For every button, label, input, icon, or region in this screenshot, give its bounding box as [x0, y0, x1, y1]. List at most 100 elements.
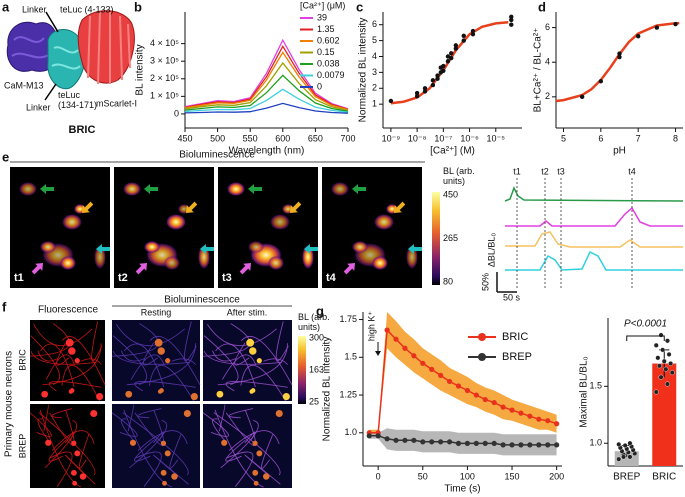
legend-label: 0.15	[317, 47, 335, 57]
x-tick-label: BREP	[613, 472, 641, 483]
soma	[159, 388, 164, 393]
x-tick-label: 8	[673, 133, 678, 143]
neurite	[240, 364, 286, 402]
arrow	[96, 244, 110, 254]
point	[616, 441, 622, 447]
error-band	[369, 312, 557, 436]
point	[446, 439, 453, 445]
annotation: high K⁺	[366, 311, 376, 342]
x-tick-label: 450	[177, 133, 192, 143]
structure-label: Linker	[26, 102, 51, 112]
panel-label: f	[2, 299, 7, 314]
soma	[250, 388, 256, 393]
panel-label: g	[316, 303, 324, 318]
neurite	[206, 323, 277, 347]
structure-label: teLuc (4-133)	[60, 4, 114, 14]
neurite	[127, 404, 135, 432]
colorbar-tick-label: 450	[443, 189, 458, 199]
panel-label: e	[2, 149, 9, 164]
x-tick-label: 50	[418, 471, 428, 481]
x-tick-label: 10⁻⁹	[382, 133, 401, 143]
panel-label: b	[134, 0, 142, 14]
neurite	[169, 434, 182, 469]
row-label: BRIC	[17, 349, 27, 371]
image-grid	[29, 320, 293, 488]
neurite	[124, 343, 165, 388]
y-axis-label: BL intensity	[135, 44, 146, 95]
soma	[162, 480, 167, 486]
legend-label: 39	[317, 12, 327, 22]
point	[438, 439, 444, 445]
soma	[70, 469, 77, 476]
colorbar	[432, 192, 440, 285]
y-tick-label: 1.5	[344, 352, 357, 362]
y-tick-label: 0	[174, 108, 179, 118]
x-tick-label: 10⁻⁸	[408, 133, 427, 143]
frame-label: t1	[14, 272, 24, 284]
point	[482, 440, 488, 446]
point	[669, 370, 675, 376]
row-label: BREP	[17, 434, 27, 459]
column-subtitle: Resting	[141, 307, 172, 317]
point	[402, 345, 408, 351]
soma	[125, 390, 133, 398]
legend-label: 0	[317, 81, 322, 91]
arrow	[304, 244, 318, 254]
arrow	[40, 184, 54, 194]
soma	[65, 338, 74, 347]
x-tick-label: 650	[308, 133, 323, 143]
series-line	[184, 51, 349, 111]
point	[661, 358, 667, 364]
soma	[129, 439, 137, 446]
neurite	[228, 430, 280, 451]
soma	[41, 390, 49, 398]
y-tick-label: 2	[372, 83, 377, 93]
annotation-arrow	[375, 351, 381, 356]
point	[482, 396, 488, 403]
neurite	[29, 323, 70, 357]
bar	[652, 363, 677, 466]
point	[445, 59, 451, 64]
neurite	[212, 350, 237, 362]
point	[445, 54, 451, 59]
soma	[90, 409, 98, 418]
soma	[68, 347, 76, 355]
cell	[331, 182, 349, 196]
neurite	[228, 408, 254, 419]
cell	[372, 256, 388, 270]
arrow	[290, 201, 302, 213]
neurite	[115, 323, 186, 347]
point	[616, 456, 622, 462]
neurite	[137, 408, 162, 419]
soma	[253, 480, 259, 486]
point	[449, 55, 454, 61]
cell	[40, 241, 56, 253]
y-tick-label: 4	[372, 51, 377, 61]
y-tick-label: 6	[372, 19, 377, 29]
point	[579, 94, 585, 100]
point	[473, 392, 479, 398]
neurite	[202, 412, 229, 437]
y-axis-label: Maximal BL/BL₀	[579, 356, 590, 427]
image-row: t1 t2 t3 t4	[10, 167, 422, 288]
neurite	[122, 412, 189, 476]
point	[420, 360, 426, 366]
series-line	[369, 435, 557, 446]
series-line	[184, 61, 349, 112]
y-tick-label: 1.0	[344, 427, 357, 437]
neurite	[263, 358, 288, 365]
panel-label: c	[356, 0, 363, 14]
cell	[166, 214, 186, 230]
y-tick-label: 1.0	[589, 438, 602, 448]
point	[668, 361, 674, 367]
soma	[164, 450, 171, 457]
neurite	[214, 409, 264, 488]
y-tick-label: 1	[372, 99, 377, 109]
x-tick-label: 6	[598, 133, 603, 143]
soma	[252, 469, 259, 476]
x-tick-label: 5	[561, 133, 566, 143]
neurite	[111, 412, 138, 437]
point	[430, 82, 436, 88]
point	[598, 79, 604, 84]
x-tick-label: 7	[636, 133, 641, 143]
